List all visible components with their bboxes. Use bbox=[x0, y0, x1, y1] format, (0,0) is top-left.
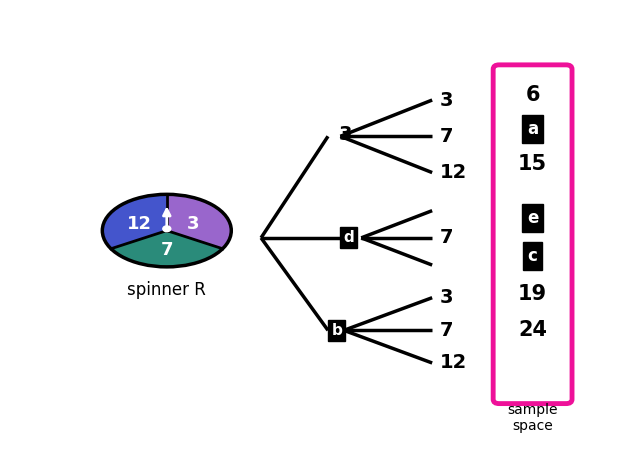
Text: 7: 7 bbox=[161, 241, 173, 259]
Text: spinner R: spinner R bbox=[127, 281, 206, 299]
Text: sample
space: sample space bbox=[508, 403, 558, 433]
Text: 12: 12 bbox=[127, 215, 152, 233]
Polygon shape bbox=[111, 231, 223, 267]
Text: 6: 6 bbox=[525, 85, 540, 105]
Text: 12: 12 bbox=[440, 163, 467, 182]
Text: 3: 3 bbox=[186, 215, 199, 233]
Text: 24: 24 bbox=[518, 320, 547, 341]
Circle shape bbox=[163, 226, 171, 232]
Text: 15: 15 bbox=[518, 154, 547, 173]
Text: 7: 7 bbox=[440, 127, 453, 146]
Text: 3: 3 bbox=[440, 288, 453, 307]
Text: 19: 19 bbox=[518, 284, 547, 304]
Text: d: d bbox=[344, 230, 354, 245]
Text: e: e bbox=[527, 209, 538, 227]
Text: c: c bbox=[527, 247, 538, 265]
FancyBboxPatch shape bbox=[493, 65, 572, 404]
Text: 7: 7 bbox=[440, 228, 453, 247]
Text: b: b bbox=[332, 323, 342, 338]
Text: a: a bbox=[527, 120, 538, 138]
Polygon shape bbox=[167, 195, 231, 249]
Text: 7: 7 bbox=[440, 321, 453, 340]
Polygon shape bbox=[102, 195, 167, 249]
Text: 3: 3 bbox=[440, 90, 453, 110]
Text: 12: 12 bbox=[440, 353, 467, 373]
Text: 3: 3 bbox=[339, 125, 353, 144]
